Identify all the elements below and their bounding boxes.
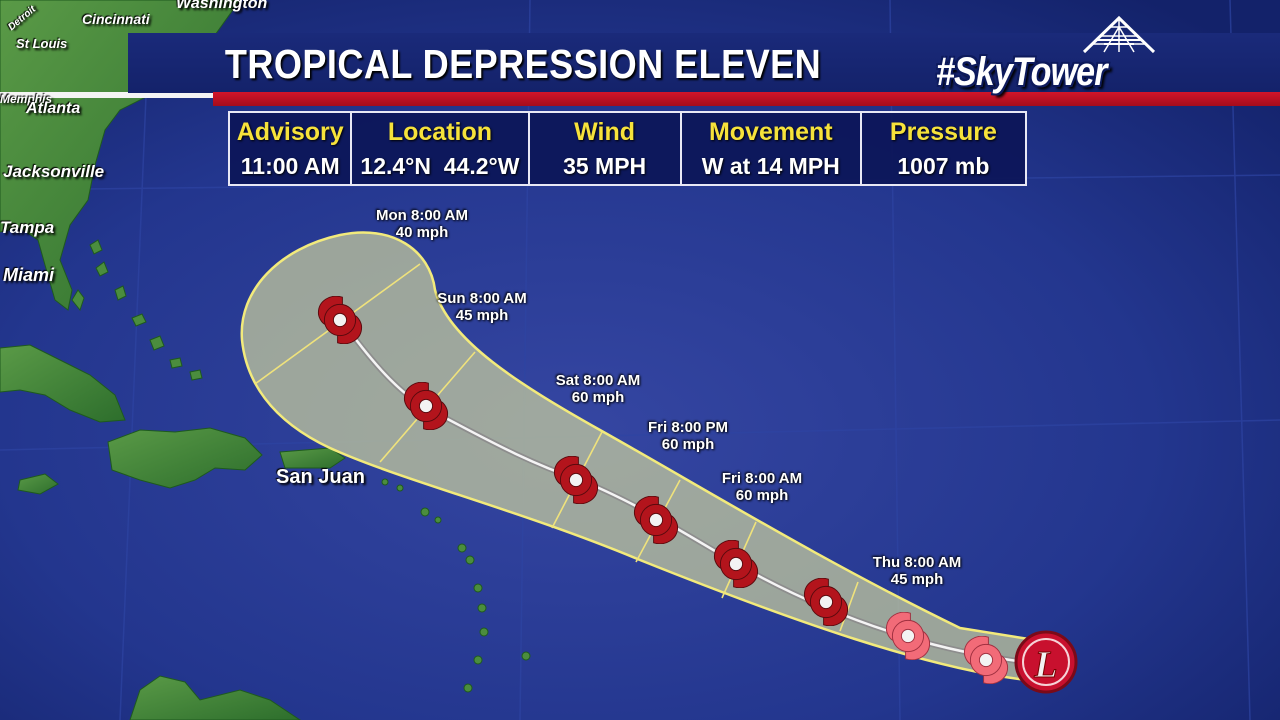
location-value: 12.4°N 44.2°W [360,153,520,179]
wind-value: 35 MPH [563,153,647,179]
puerto-rico [279,447,346,469]
pressure-header: Pressure [889,118,997,146]
forecast-time: Sun 8:00 AM [437,290,527,307]
forecast-wind: 45 mph [455,307,509,324]
city-label-tampa: Tampa [0,218,55,237]
city-label-st-louis: St Louis [16,36,68,51]
forecast-label-mon: Mon 8:00 AM 40 mph [372,207,472,241]
forecast-label-fri-am: Fri 8:00 AM 60 mph [703,470,821,504]
advisory-cell: Advisory 11:00 AM [230,113,353,184]
banner-red-stripe [213,92,1280,106]
movement-header: Movement [708,118,833,146]
forecast-cone [240,231,1037,683]
city-label-jacksonville: Jacksonville [3,162,105,181]
wind-cell: Wind 35 MPH [530,113,682,184]
forecast-time: Fri 8:00 AM [721,470,803,487]
cuba [0,344,126,423]
low-pressure-marker: L [1014,630,1078,694]
forecast-wind: 40 mph [395,224,449,241]
forecast-label-sun: Sun 8:00 AM 45 mph [430,290,534,324]
hispaniola [107,427,263,489]
pressure-value: 1007 mb [897,153,990,179]
low-marker-letter: L [1033,644,1057,686]
forecast-label-fri-pm: Fri 8:00 PM 60 mph [630,419,746,453]
forecast-wind: 60 mph [661,436,715,453]
page-title: TROPICAL DEPRESSION ELEVEN [224,41,822,87]
forecast-time: Thu 8:00 AM [872,554,962,571]
city-label-memphis: Memphis [0,92,53,106]
forecast-time: Fri 8:00 PM [647,419,729,436]
location-header: Location [387,118,493,146]
title-banner [128,33,1280,93]
storm-info-table: Advisory 11:00 AM Location 12.4°N 44.2°W… [228,111,1027,186]
city-label-washington: Washington [176,0,268,12]
city-label-atlanta: Atlanta [26,100,81,117]
advisory-header: Advisory [236,118,344,146]
pressure-cell: Pressure 1007 mb [862,113,1025,184]
forecast-wind: 60 mph [735,487,789,504]
movement-value: W at 14 MPH [701,153,840,179]
forecast-time: Sat 8:00 AM [555,372,641,389]
forecast-time: Mon 8:00 AM [376,207,468,224]
city-label-san-juan: San Juan [276,466,365,488]
advisory-value: 11:00 AM [240,153,340,179]
forecast-wind: 60 mph [571,389,625,406]
movement-cell: Movement W at 14 MPH [682,113,862,184]
brand-logo: #SkyTower [936,50,1107,94]
wind-header: Wind [574,118,636,146]
city-label-miami: Miami [3,265,55,285]
forecast-label-sat: Sat 8:00 AM 60 mph [548,372,648,406]
location-cell: Location 12.4°N 44.2°W [352,113,530,184]
city-label-cincinnati: Cincinnati [82,11,150,27]
skytower-logo-icon [1082,15,1156,54]
forecast-wind: 45 mph [890,571,944,588]
forecast-label-thu: Thu 8:00 AM 45 mph [858,554,976,588]
banner-white-stripe [0,92,213,98]
